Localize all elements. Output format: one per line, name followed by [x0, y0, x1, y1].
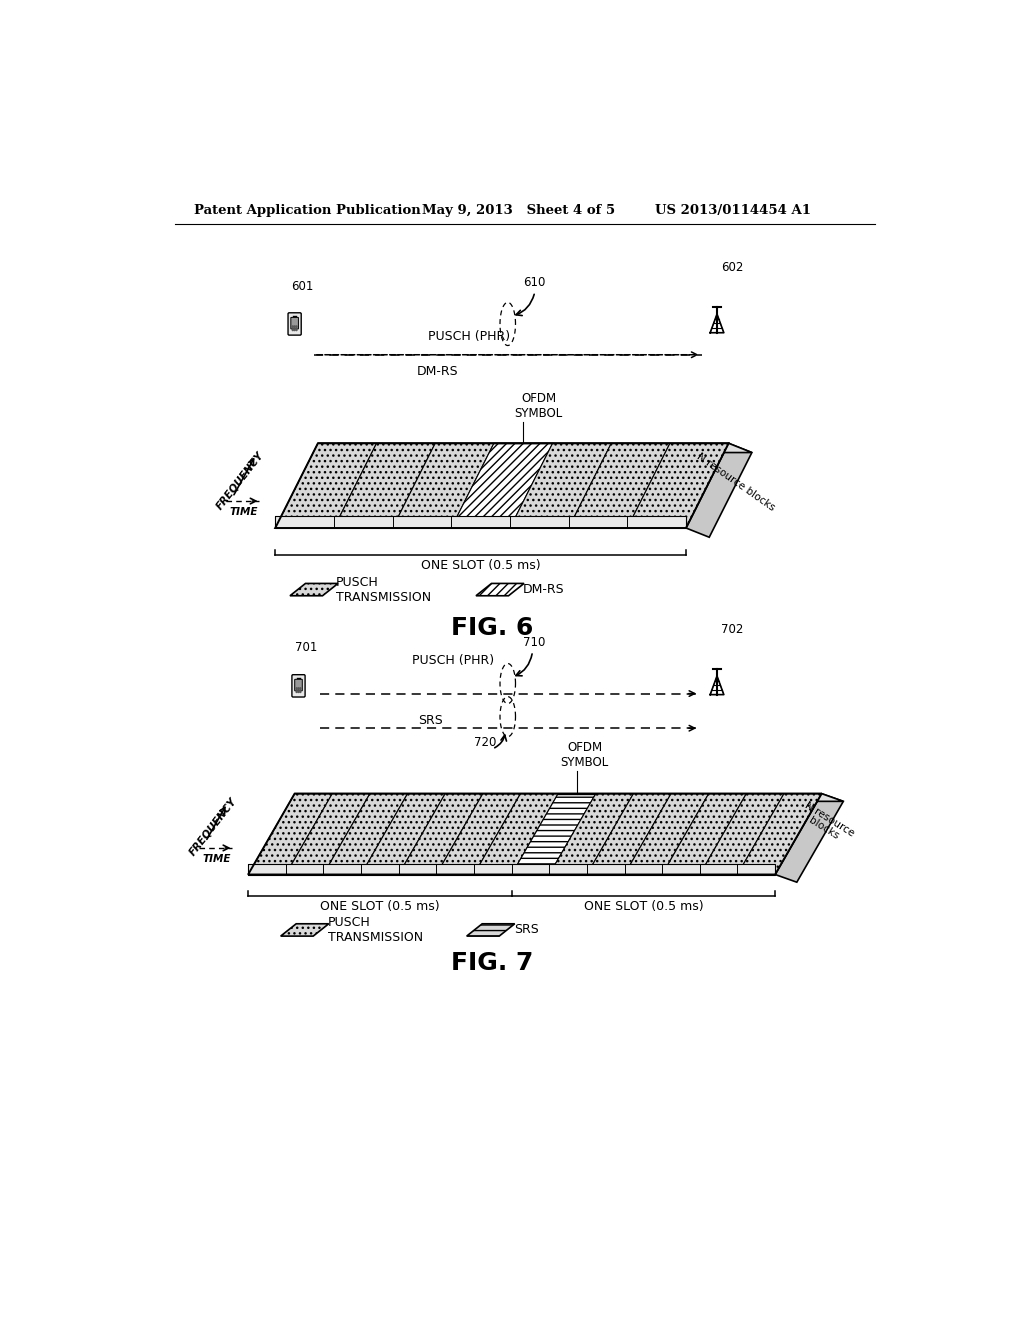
Polygon shape [625, 793, 709, 875]
Polygon shape [474, 793, 558, 875]
Text: SRS: SRS [418, 714, 442, 726]
Polygon shape [324, 793, 408, 875]
Text: 720: 720 [474, 737, 496, 748]
Text: N resource blocks: N resource blocks [695, 451, 777, 512]
Text: 610: 610 [523, 276, 546, 289]
Text: Patent Application Publication: Patent Application Publication [194, 205, 421, 218]
Text: ONE SLOT (0.5 ms): ONE SLOT (0.5 ms) [421, 558, 541, 572]
Text: ONE SLOT (0.5 ms): ONE SLOT (0.5 ms) [321, 900, 439, 913]
Polygon shape [587, 793, 671, 875]
Polygon shape [436, 793, 520, 875]
FancyBboxPatch shape [295, 680, 302, 690]
Polygon shape [290, 583, 338, 595]
Polygon shape [286, 793, 370, 875]
Polygon shape [281, 924, 329, 936]
Polygon shape [392, 444, 494, 528]
Polygon shape [686, 444, 752, 537]
Text: PUSCH
TRANSMISSION: PUSCH TRANSMISSION [336, 576, 431, 603]
Polygon shape [334, 444, 435, 528]
Polygon shape [398, 793, 483, 875]
Text: TIME: TIME [229, 507, 258, 517]
Polygon shape [275, 444, 377, 528]
Text: OFDM
SYMBOL: OFDM SYMBOL [560, 741, 609, 770]
Text: 710: 710 [523, 636, 546, 649]
Text: PUSCH (PHR): PUSCH (PHR) [428, 330, 510, 343]
Polygon shape [295, 793, 844, 801]
Text: TIME: TIME [202, 854, 230, 863]
Polygon shape [510, 444, 611, 528]
FancyBboxPatch shape [288, 313, 301, 335]
Text: May 9, 2013   Sheet 4 of 5: May 9, 2013 Sheet 4 of 5 [423, 205, 615, 218]
Text: US 2013/0114454 A1: US 2013/0114454 A1 [655, 205, 811, 218]
Polygon shape [248, 863, 775, 875]
FancyBboxPatch shape [292, 675, 305, 697]
Text: 602: 602 [721, 261, 743, 275]
Text: N resource
blocks: N resource blocks [797, 800, 856, 847]
Text: ONE SLOT (0.5 ms): ONE SLOT (0.5 ms) [584, 900, 703, 913]
Text: DM-RS: DM-RS [523, 583, 565, 597]
Polygon shape [452, 444, 553, 528]
FancyBboxPatch shape [291, 317, 298, 329]
Text: FIG. 7: FIG. 7 [451, 950, 534, 975]
Text: PUSCH (PHR): PUSCH (PHR) [413, 653, 495, 667]
Polygon shape [549, 793, 634, 875]
Polygon shape [737, 793, 821, 875]
Text: FREQUENCY: FREQUENCY [186, 796, 238, 857]
Text: PUSCH
TRANSMISSION: PUSCH TRANSMISSION [328, 916, 423, 944]
Text: 701: 701 [295, 640, 317, 653]
Text: OFDM
SYMBOL: OFDM SYMBOL [515, 392, 563, 420]
Polygon shape [467, 924, 515, 936]
Text: FREQUENCY: FREQUENCY [215, 449, 266, 511]
Text: DM-RS: DM-RS [417, 364, 459, 378]
Polygon shape [476, 583, 524, 595]
Polygon shape [248, 793, 332, 875]
Polygon shape [275, 516, 686, 528]
Polygon shape [775, 793, 844, 882]
Polygon shape [663, 793, 746, 875]
Text: 601: 601 [291, 280, 313, 293]
Polygon shape [699, 793, 784, 875]
Text: SRS: SRS [514, 924, 539, 936]
Polygon shape [568, 444, 670, 528]
Polygon shape [361, 793, 445, 875]
Polygon shape [317, 444, 752, 453]
Text: FIG. 6: FIG. 6 [451, 616, 534, 640]
Text: 702: 702 [721, 623, 743, 636]
Polygon shape [512, 793, 596, 875]
Polygon shape [628, 444, 729, 528]
